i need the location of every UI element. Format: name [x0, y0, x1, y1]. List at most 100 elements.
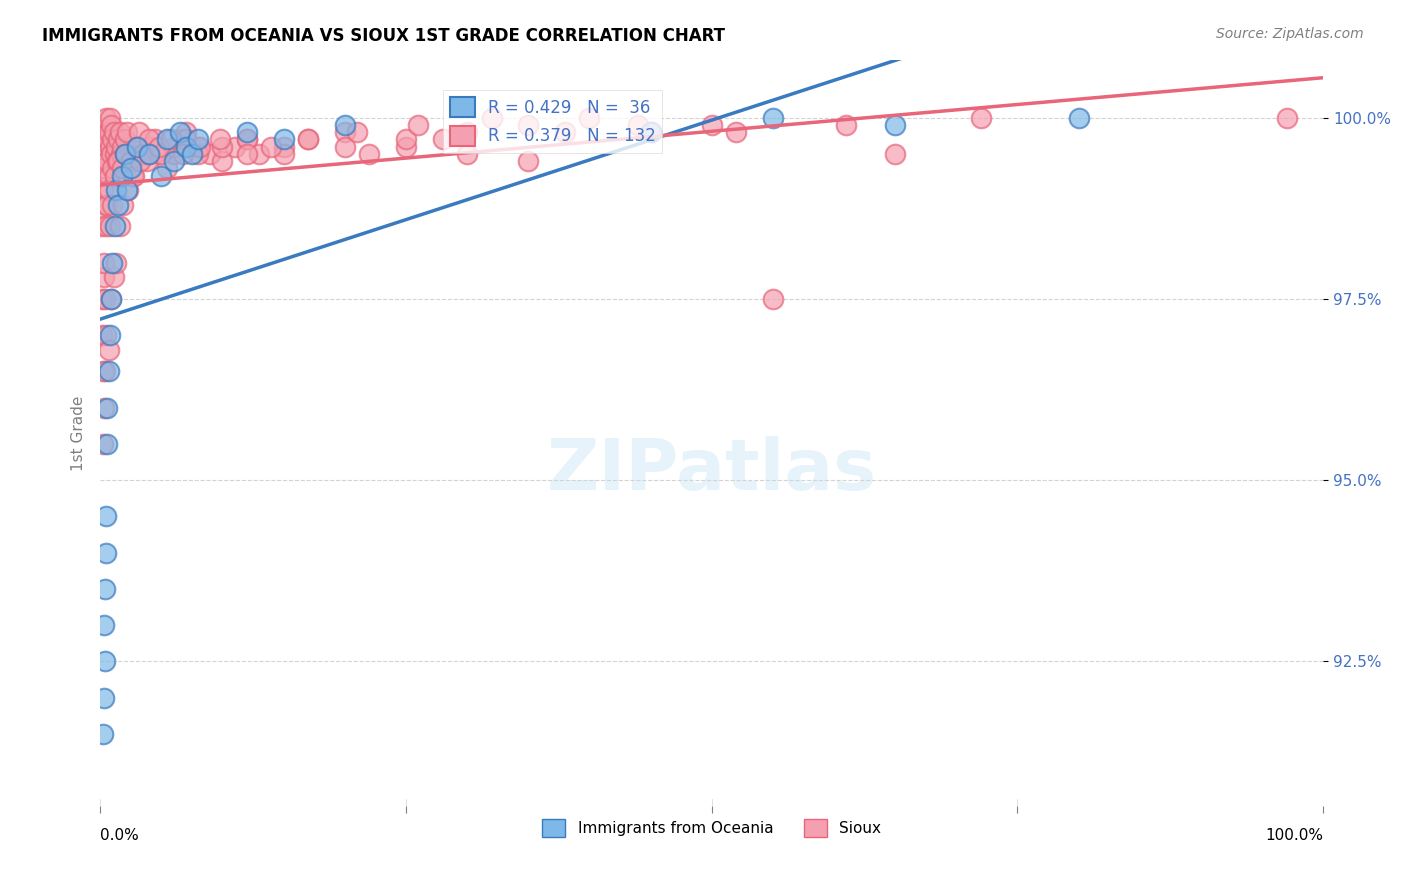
Sioux — [91, 183, 114, 197]
Sioux — [143, 132, 166, 146]
Sioux — [148, 139, 170, 153]
Sioux — [762, 292, 785, 306]
Sioux — [208, 132, 231, 146]
Text: Source: ZipAtlas.com: Source: ZipAtlas.com — [1216, 27, 1364, 41]
Sioux — [211, 139, 233, 153]
Sioux — [174, 125, 197, 139]
Sioux — [90, 219, 112, 234]
Sioux — [247, 146, 270, 161]
Sioux — [138, 139, 160, 153]
Immigrants from Oceania — [273, 132, 295, 146]
Sioux — [297, 132, 319, 146]
Sioux — [884, 146, 907, 161]
Sioux — [100, 118, 122, 132]
Sioux — [432, 132, 454, 146]
Sioux — [93, 146, 115, 161]
Immigrants from Oceania — [762, 111, 785, 125]
Sioux — [224, 139, 246, 153]
Immigrants from Oceania — [236, 125, 259, 139]
Sioux — [96, 111, 118, 125]
Text: ZIPatlas: ZIPatlas — [547, 436, 877, 505]
Immigrants from Oceania — [333, 118, 356, 132]
Immigrants from Oceania — [98, 328, 121, 343]
Immigrants from Oceania — [169, 125, 191, 139]
Immigrants from Oceania — [93, 690, 115, 705]
Immigrants from Oceania — [91, 727, 114, 741]
Sioux — [105, 139, 128, 153]
Y-axis label: 1st Grade: 1st Grade — [72, 395, 86, 471]
Sioux — [111, 161, 134, 176]
Sioux — [94, 292, 117, 306]
Sioux — [138, 146, 160, 161]
Sioux — [125, 139, 148, 153]
Sioux — [110, 146, 132, 161]
Sioux — [91, 328, 114, 343]
Sioux — [128, 125, 150, 139]
Sioux — [98, 219, 121, 234]
Sioux — [162, 146, 184, 161]
Sioux — [91, 437, 114, 451]
Immigrants from Oceania — [111, 169, 134, 183]
Sioux — [96, 154, 118, 169]
Immigrants from Oceania — [125, 139, 148, 153]
Sioux — [124, 169, 146, 183]
Sioux — [94, 219, 117, 234]
Sioux — [100, 146, 122, 161]
Sioux — [236, 132, 259, 146]
Sioux — [187, 139, 209, 153]
Text: 100.0%: 100.0% — [1265, 828, 1323, 843]
Sioux — [406, 118, 429, 132]
Immigrants from Oceania — [120, 161, 142, 176]
Sioux — [103, 125, 125, 139]
Sioux — [174, 132, 197, 146]
Sioux — [96, 132, 118, 146]
Sioux — [94, 139, 117, 153]
Sioux — [970, 111, 993, 125]
Sioux — [835, 118, 858, 132]
Sioux — [107, 132, 129, 146]
Sioux — [97, 169, 120, 183]
Immigrants from Oceania — [114, 146, 136, 161]
Sioux — [132, 146, 155, 161]
Sioux — [97, 125, 120, 139]
Sioux — [94, 364, 117, 378]
Sioux — [169, 132, 191, 146]
Sioux — [98, 111, 121, 125]
Sioux — [93, 401, 115, 415]
Sioux — [129, 154, 152, 169]
Sioux — [260, 139, 283, 153]
Sioux — [108, 125, 131, 139]
Immigrants from Oceania — [104, 219, 127, 234]
Sioux — [104, 146, 127, 161]
Sioux — [112, 154, 135, 169]
Sioux — [346, 125, 368, 139]
Text: 0.0%: 0.0% — [100, 828, 139, 843]
Immigrants from Oceania — [101, 255, 124, 269]
Sioux — [107, 154, 129, 169]
Sioux — [187, 146, 209, 161]
Sioux — [160, 132, 183, 146]
Legend: Immigrants from Oceania, Sioux: Immigrants from Oceania, Sioux — [536, 813, 887, 844]
Sioux — [190, 139, 212, 153]
Sioux — [122, 169, 145, 183]
Sioux — [96, 328, 118, 343]
Sioux — [138, 132, 160, 146]
Sioux — [125, 139, 148, 153]
Sioux — [273, 139, 295, 153]
Sioux — [105, 154, 128, 169]
Sioux — [103, 270, 125, 285]
Sioux — [150, 146, 173, 161]
Sioux — [101, 197, 124, 211]
Sioux — [211, 154, 233, 169]
Sioux — [627, 118, 650, 132]
Sioux — [101, 132, 124, 146]
Sioux — [93, 255, 115, 269]
Sioux — [120, 146, 142, 161]
Sioux — [273, 146, 295, 161]
Sioux — [333, 125, 356, 139]
Sioux — [517, 154, 540, 169]
Sioux — [105, 255, 128, 269]
Sioux — [554, 125, 576, 139]
Sioux — [359, 146, 381, 161]
Sioux — [108, 219, 131, 234]
